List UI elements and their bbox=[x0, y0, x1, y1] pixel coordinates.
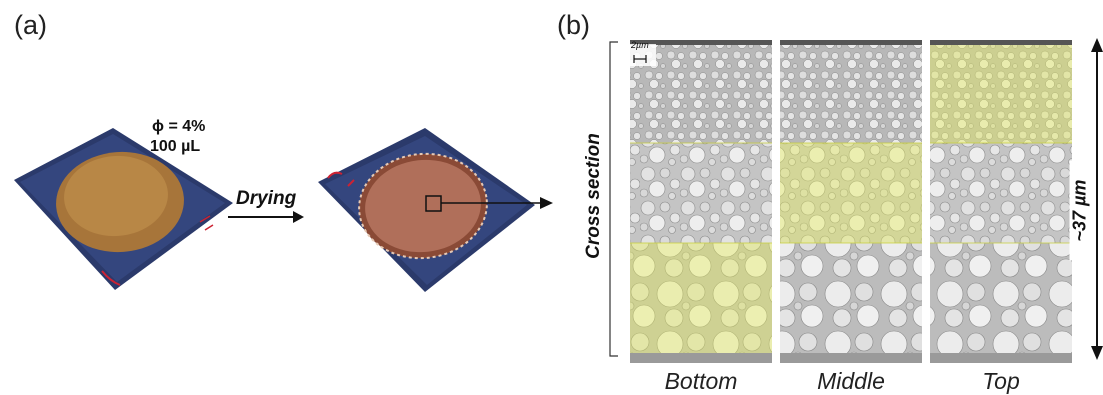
highlight-bottom-layer bbox=[630, 243, 772, 353]
column-label-top: Top bbox=[982, 368, 1020, 394]
scale-bar bbox=[630, 44, 656, 66]
thickness-label: ~37 µm bbox=[1069, 160, 1091, 261]
sem-column-middle bbox=[780, 40, 922, 363]
concentration-label: ϕ = 4% bbox=[152, 118, 206, 135]
panel-a-figure bbox=[14, 128, 553, 292]
sem-column-bottom bbox=[630, 40, 772, 363]
thickness-arrow bbox=[1091, 38, 1103, 360]
sem-micrographs bbox=[609, 38, 1103, 363]
drying-label: Drying bbox=[236, 188, 297, 209]
volume-label: 100 µL bbox=[150, 138, 201, 155]
wet-sample-photo bbox=[14, 128, 233, 290]
scale-bar-label: 2µm bbox=[631, 40, 649, 50]
drying-arrow bbox=[228, 211, 304, 223]
highlight-top-layer bbox=[930, 45, 1072, 143]
dried-sample-photo bbox=[318, 128, 553, 292]
panel-b-label: (b) bbox=[557, 10, 590, 40]
column-label-bottom: Bottom bbox=[664, 368, 738, 394]
cross-section-bracket bbox=[609, 41, 618, 357]
sem-column-top bbox=[930, 40, 1072, 363]
column-label-middle: Middle bbox=[817, 368, 885, 394]
highlight-middle-layer bbox=[780, 143, 922, 243]
panel-a-label: (a) bbox=[14, 10, 47, 40]
